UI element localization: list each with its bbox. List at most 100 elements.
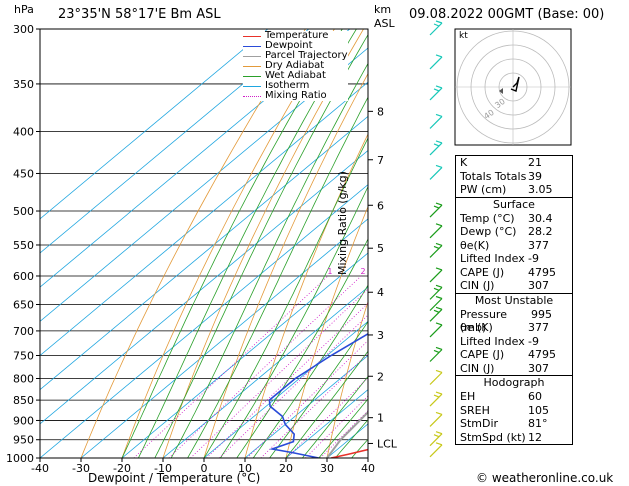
km-tick-label: 6 (377, 199, 384, 212)
mu-value: 307 (528, 361, 549, 375)
indices-table: K 21 Totals Totals 39 PW (cm) 3.05 Surface Te… (455, 155, 573, 445)
mu-row: CIN (J) 307 (456, 362, 572, 376)
index-value: 39 (528, 169, 542, 183)
isotherm-line (203, 320, 368, 458)
index-value: 21 (528, 156, 542, 169)
y-tick-label: 600 (13, 270, 34, 283)
wind-barb-icon (429, 164, 443, 180)
wet-adiabat-line (285, 350, 368, 458)
hodo-param-label: SREH (460, 403, 490, 417)
km-tick-label: 4 (377, 286, 384, 299)
hodo-param-row: StmDir 81° (456, 417, 572, 431)
surface-row: Lifted Index -9 (456, 252, 572, 266)
y-tick-label: 750 (13, 349, 34, 362)
mixing-ratio-axis-label: Mixing Ratio (g/kg) (336, 171, 349, 275)
wet-adiabat-line (252, 284, 368, 458)
index-value: 3.05 (528, 183, 553, 196)
asl-unit-label: ASL (374, 17, 395, 30)
mixing-ratio-label: 10 (445, 267, 455, 276)
valid-time: 09.08.2022 00GMT (Base: 00) (409, 7, 605, 22)
surface-value: 4795 (528, 265, 556, 279)
isotherm-line (40, 184, 368, 458)
wind-barb-icon (429, 54, 443, 70)
pressure-unit-label: hPa (14, 3, 34, 16)
surface-label: Lifted Index (460, 252, 525, 265)
wind-barb-icon (429, 284, 443, 300)
mu-label: θe (K) (460, 321, 493, 334)
wind-barb-icon (429, 442, 443, 458)
isotherm-line (80, 218, 368, 458)
x-tick-label: -10 (154, 462, 172, 475)
wet-adiabat-line (138, 29, 357, 458)
wet-adiabat-line (220, 185, 368, 458)
y-tick-label: 800 (13, 372, 34, 385)
hodo-param-value: 60 (528, 390, 542, 403)
y-tick-label: 850 (13, 394, 34, 407)
hodograph-unit: kt (459, 31, 468, 41)
hodo-param-label: EH (460, 390, 476, 403)
mixing-ratio-line (206, 302, 368, 458)
wind-barb-icon (429, 411, 443, 427)
mu-row: θe (K) 377 (456, 321, 572, 335)
mu-label: CIN (J) (460, 361, 495, 375)
mixing-ratio-label: 5 (408, 267, 413, 276)
y-tick-label: 1000 (6, 452, 34, 465)
legend-item-isotherm: Isotherm (243, 81, 348, 91)
mixing-ratio-line (219, 314, 368, 458)
y-tick-label: 500 (13, 205, 34, 218)
dry-adiabat-line (614, 29, 629, 458)
isotherm-line (244, 354, 368, 458)
hodo-param-row: StmSpd (kt) 12 (456, 431, 572, 445)
wind-barb-icon (429, 306, 443, 322)
mu-row: Lifted Index -9 (456, 335, 572, 349)
dry-adiabat-line (121, 29, 335, 458)
legend-item-parcel: Parcel Trajectory (243, 51, 348, 61)
km-tick-label: 5 (377, 242, 384, 255)
x-tick-label: 30 (320, 462, 334, 475)
isotherm-line (40, 29, 269, 220)
wind-barb-icon (429, 391, 443, 407)
mixing-ratio-label: 4 (396, 267, 401, 276)
wind-barb-icon (429, 346, 443, 362)
wet-adiabat-line (269, 320, 368, 458)
km-tick-label: 2 (377, 370, 384, 383)
index-row: K 21 (456, 156, 572, 170)
surface-row: θe(K) 377 (456, 239, 572, 253)
index-label: PW (cm) (460, 183, 507, 196)
isotherm-line (40, 29, 310, 254)
y-tick-label: 450 (13, 167, 34, 180)
hodo-param-value: 81° (528, 417, 548, 430)
wind-barb-icon (429, 242, 443, 258)
location-title: 23°35'N 58°17'E Bm ASL (58, 7, 221, 22)
hodo-param-row: EH 60 (456, 390, 572, 404)
surface-value: 30.4 (528, 211, 553, 225)
mu-row: Pressure (mb) 995 (456, 307, 572, 335)
dry-adiabat-line (285, 205, 368, 458)
wind-barb-icon (429, 369, 443, 385)
x-tick-label: 20 (279, 462, 293, 475)
km-tick-label: 7 (377, 154, 384, 167)
wind-barb-icon (429, 140, 443, 156)
y-tick-label: 550 (13, 239, 34, 252)
mu-value: -9 (528, 334, 539, 348)
surface-value: 28.2 (528, 225, 553, 238)
dry-adiabat-line (203, 72, 368, 458)
hodograph-trace (510, 76, 520, 92)
surface-label: Dewp (°C) (460, 225, 517, 238)
x-axis-label: Dewpoint / Temperature (°C) (88, 471, 261, 485)
y-tick-label: 650 (13, 299, 34, 312)
y-tick-label: 400 (13, 126, 34, 139)
wet-adiabat-line (203, 137, 368, 458)
surface-label: Temp (°C) (460, 211, 515, 225)
index-row: Totals Totals 39 (456, 170, 572, 184)
mu-value: 995 (531, 307, 552, 321)
km-tick-label: LCL (377, 437, 398, 450)
mixing-ratio-label: 2 (361, 267, 366, 276)
copyright: © weatheronline.co.uk (476, 471, 614, 485)
km-tick-label: 3 (377, 329, 384, 342)
legend-item-temperature: Temperature (243, 31, 348, 41)
wind-barb-icon (429, 223, 443, 239)
mixing-ratio-label: 1 (327, 267, 332, 276)
legend-item-dewpoint: Dewpoint (243, 41, 348, 51)
index-label: Totals Totals (460, 169, 527, 183)
